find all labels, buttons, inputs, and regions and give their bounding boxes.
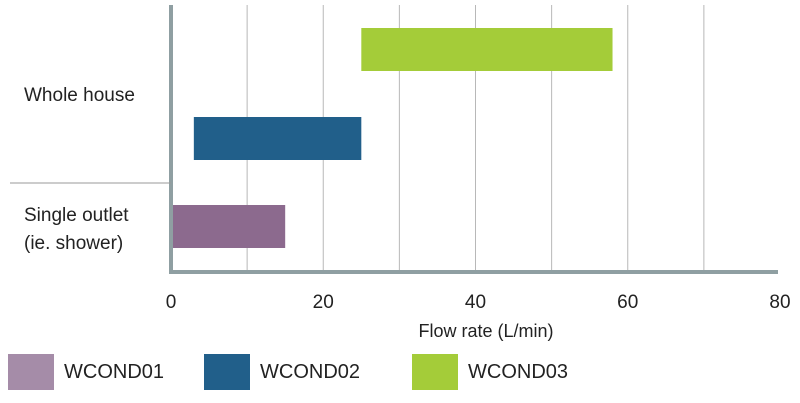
x-axis-title: Flow rate (L/min) [418, 321, 553, 341]
legend-item-wcond02: WCOND02 [204, 352, 360, 392]
category-label: (ie. shower) [24, 233, 123, 254]
legend-item-wcond03: WCOND03 [412, 352, 568, 392]
bar-wcond03 [361, 28, 613, 71]
category-label: Whole house [24, 85, 135, 106]
x-tick-label: 20 [313, 292, 334, 313]
category-label: Single outlet [24, 205, 129, 226]
legend: WCOND01 WCOND02 WCOND03 [0, 352, 800, 392]
x-tick-label: 80 [769, 292, 790, 313]
bars [171, 28, 613, 248]
bar-wcond01 [171, 205, 286, 248]
legend-label: WCOND02 [260, 360, 361, 383]
x-tick-labels: 0 20 40 60 80 [166, 292, 791, 313]
legend-swatch [412, 354, 458, 390]
x-tick-label: 60 [617, 292, 638, 313]
chart: Whole house Single outlet (ie. shower) 0 20… [10, 5, 791, 341]
bar-wcond02 [193, 117, 362, 160]
legend-label: WCOND03 [468, 360, 569, 383]
x-tick-label: 0 [166, 292, 177, 313]
legend-swatch [8, 354, 54, 390]
legend-swatch [204, 354, 250, 390]
legend-label: WCOND01 [64, 360, 165, 383]
x-tick-label: 40 [465, 292, 486, 313]
category-labels: Whole house Single outlet (ie. shower) [24, 85, 135, 254]
legend-item-wcond01: WCOND01 [8, 352, 164, 392]
